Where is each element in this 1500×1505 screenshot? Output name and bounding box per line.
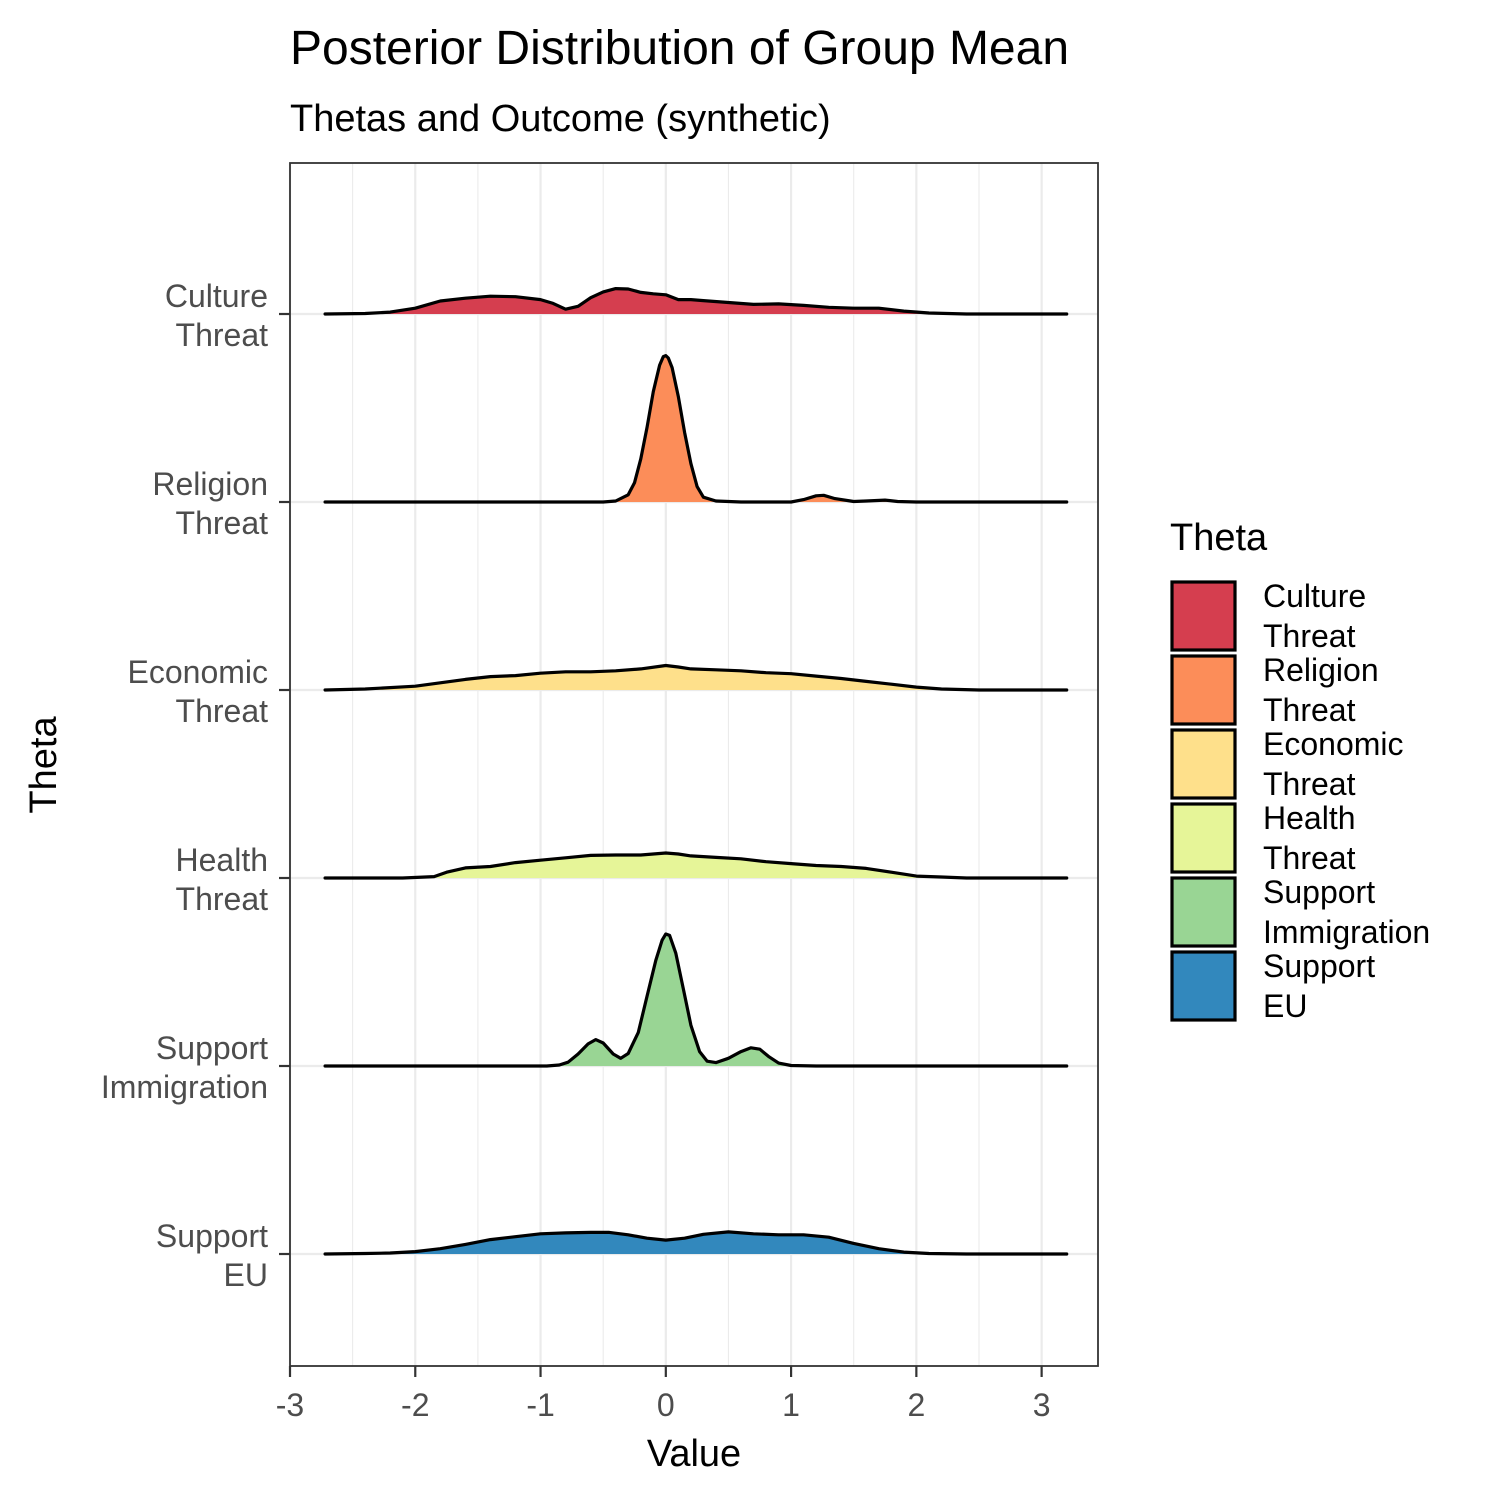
x-tick-label: -2 — [401, 1387, 429, 1423]
legend-item-health-threat: Health Threat — [1170, 800, 1356, 876]
y-tick-label: Support EU — [156, 1218, 268, 1293]
ridge-culture-threat — [323, 287, 1069, 316]
legend-item-support-immigration: Support Immigration — [1170, 874, 1430, 950]
y-axis: Culture Threat Religion Threat Economic Threa… — [101, 278, 290, 1293]
legend-label: Culture Threat — [1263, 578, 1366, 654]
legend-label: Support EU — [1263, 948, 1375, 1024]
y-tick-label: Support Immigration — [101, 1030, 268, 1105]
x-tick-label: -3 — [276, 1387, 304, 1423]
y-tick-label: Religion Threat — [152, 466, 268, 541]
ridge-line-support-immigration — [323, 932, 1069, 1068]
x-tick-label: 2 — [907, 1387, 925, 1423]
x-tick-label: 3 — [1033, 1387, 1051, 1423]
y-axis-title: Theta — [23, 716, 65, 814]
chart-title: Posterior Distribution of Group Mean — [290, 22, 1069, 75]
legend-label: Support Immigration — [1263, 874, 1430, 950]
ridge-religion-threat — [323, 354, 1069, 504]
panel-border — [289, 162, 1099, 1367]
legend-item-support-eu: Support EU — [1170, 948, 1375, 1024]
x-axis-title: Value — [647, 1433, 741, 1475]
legend-swatch — [1170, 802, 1237, 874]
legend-swatch — [1170, 876, 1237, 948]
ridge-line-support-eu — [323, 1230, 1069, 1256]
ridge-line-religion-threat — [323, 354, 1069, 504]
x-tick-label: 1 — [782, 1387, 800, 1423]
ridge-line-health-threat — [323, 851, 1069, 880]
ridge-line-economic-threat — [323, 663, 1069, 692]
legend-title: Theta — [1170, 517, 1268, 559]
legend-item-religion-threat: Religion Threat — [1170, 652, 1379, 728]
legend-swatch — [1170, 654, 1237, 726]
ridge-health-threat — [323, 851, 1069, 880]
legend-swatch — [1170, 950, 1237, 1022]
ridge-support-eu — [323, 1230, 1069, 1256]
legend-swatch — [1170, 728, 1237, 800]
ridge-economic-threat — [323, 663, 1069, 692]
plot-panel — [288, 162, 1099, 1367]
x-tick-label: 0 — [657, 1387, 675, 1423]
legend-label: Economic Threat — [1263, 726, 1404, 802]
legend-label: Health Threat — [1263, 800, 1356, 876]
legend-item-culture-threat: Culture Threat — [1170, 578, 1366, 654]
ridge-support-immigration — [323, 932, 1069, 1068]
ridge-line-culture-threat — [323, 287, 1069, 316]
legend-item-economic-threat: Economic Threat — [1170, 726, 1404, 802]
chart-subtitle: Thetas and Outcome (synthetic) — [290, 98, 831, 140]
legend-label: Religion Threat — [1263, 652, 1379, 728]
x-axis: -3 -2 -1 0 1 2 3 — [276, 1366, 1051, 1423]
ridge-area-support-immigration — [325, 934, 1067, 1066]
y-tick-label: Health Threat — [176, 842, 269, 917]
x-tick-label: -1 — [526, 1387, 554, 1423]
y-tick-label: Economic Threat — [128, 654, 269, 729]
y-tick-label: Culture Threat — [165, 278, 268, 353]
legend-swatch — [1170, 580, 1237, 652]
